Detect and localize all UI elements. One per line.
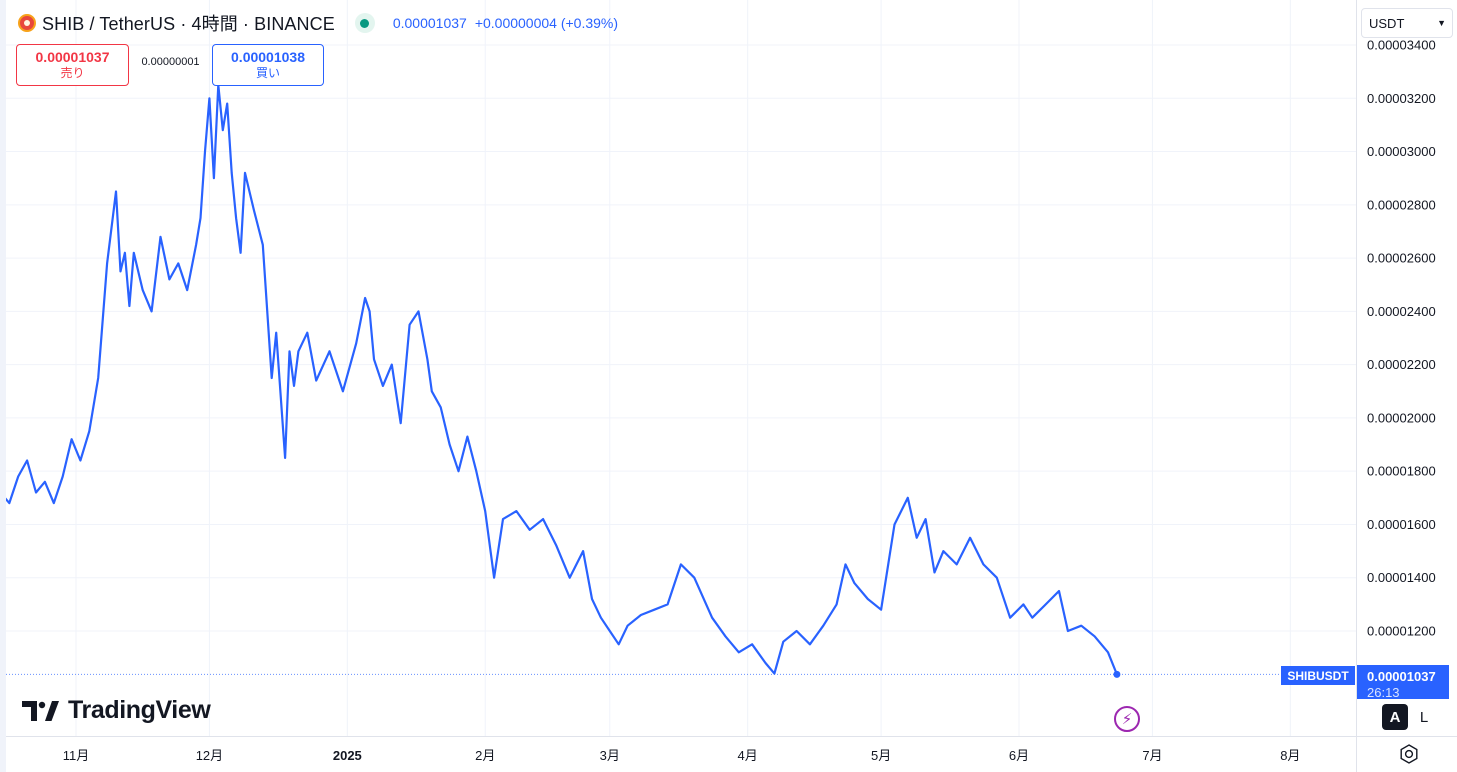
- y-tick-label: 0.00002200: [1367, 357, 1436, 372]
- price-line: [0, 83, 1118, 675]
- buy-label: 買い: [255, 66, 280, 80]
- buy-button[interactable]: 0.00001038 買い: [212, 44, 324, 86]
- y-tick-label: 0.00003400: [1367, 38, 1436, 53]
- currency-select[interactable]: USDT ▼: [1361, 8, 1453, 38]
- symbol-title[interactable]: SHIB / TetherUS · 4時間 · BINANCE: [42, 14, 335, 34]
- last-price-value: 0.00001037: [1367, 669, 1436, 684]
- time-scale[interactable]: 11月 12月 2025 2月 3月 4月 5月 6月 7月 8月: [6, 736, 1356, 772]
- sell-price: 0.00001037: [35, 49, 110, 65]
- y-tick-label: 0.00001600: [1367, 517, 1436, 532]
- chart-pane[interactable]: [0, 0, 1356, 736]
- sell-button[interactable]: 0.00001037 売り: [16, 44, 129, 86]
- currency-value: USDT: [1369, 15, 1405, 31]
- left-toolbar-edge: [0, 0, 6, 772]
- y-tick-label: 0.00003200: [1367, 91, 1436, 106]
- x-tick-label: 4月: [738, 748, 758, 763]
- chevron-down-icon: ▼: [1437, 18, 1446, 28]
- x-tick-label: 2025: [333, 748, 362, 763]
- y-tick-label: 0.00001400: [1367, 570, 1436, 585]
- y-tick-label: 0.00001200: [1367, 624, 1436, 639]
- y-tick-label: 0.00002400: [1367, 304, 1436, 319]
- x-tick-label: 6月: [1009, 748, 1029, 763]
- tradingview-logo[interactable]: TradingView: [22, 696, 211, 725]
- legend-change: +0.00000004 (+0.39%): [474, 15, 619, 31]
- sell-label: 売り: [60, 66, 85, 80]
- price-scale[interactable]: 0.00003400 0.00003200 0.00003000 0.00002800…: [1356, 0, 1457, 736]
- scale-corner: [1356, 736, 1457, 772]
- chart-legend: SHIB / TetherUS · 4時間 · BINANCE 0.000010…: [18, 11, 618, 35]
- y-tick-label: 0.00002000: [1367, 410, 1436, 425]
- y-tick-label: 0.00002800: [1367, 197, 1436, 212]
- price-series: [0, 83, 1121, 678]
- x-tick-label: 11月: [63, 748, 90, 763]
- y-tick-label: 0.00003000: [1367, 144, 1436, 159]
- lightning-icon[interactable]: ⚡: [1114, 706, 1140, 732]
- y-tick-label: 0.00001800: [1367, 464, 1436, 479]
- x-tick-label: 7月: [1142, 748, 1162, 763]
- last-price-point: [1113, 670, 1121, 678]
- x-tick-label: 3月: [600, 748, 620, 763]
- x-tick-label: 8月: [1280, 748, 1300, 763]
- gear-icon[interactable]: [1398, 743, 1420, 765]
- spread-value: 0.00000001: [141, 56, 200, 68]
- x-tick-label: 5月: [871, 748, 891, 763]
- tradingview-mark-icon: [22, 700, 59, 721]
- chart-grid: [6, 0, 1356, 736]
- y-tick-label: 0.00002600: [1367, 251, 1436, 266]
- x-tick-label: 12月: [196, 748, 223, 763]
- x-tick-label: 2月: [475, 748, 495, 763]
- shib-logo-icon: [18, 14, 36, 32]
- symbol-tag: SHIBUSDT: [1281, 666, 1355, 685]
- last-price-tag: 0.00001037 26:13: [1357, 665, 1449, 700]
- buy-price: 0.00001038: [231, 49, 305, 65]
- price-axis: 0.00003400 0.00003200 0.00003000 0.00002800…: [1367, 38, 1436, 639]
- log-scale-button[interactable]: L: [1411, 704, 1437, 730]
- time-axis: 11月 12月 2025 2月 3月 4月 5月 6月 7月 8月: [63, 748, 1301, 763]
- bar-countdown: 26:13: [1367, 685, 1400, 700]
- auto-scale-button[interactable]: A: [1382, 704, 1408, 730]
- market-open-dot: [360, 18, 370, 28]
- price-chart[interactable]: [0, 0, 1356, 736]
- legend-last-price: 0.00001037: [392, 15, 467, 31]
- tradingview-wordmark: TradingView: [68, 696, 211, 724]
- market-status-icon[interactable]: [354, 13, 375, 33]
